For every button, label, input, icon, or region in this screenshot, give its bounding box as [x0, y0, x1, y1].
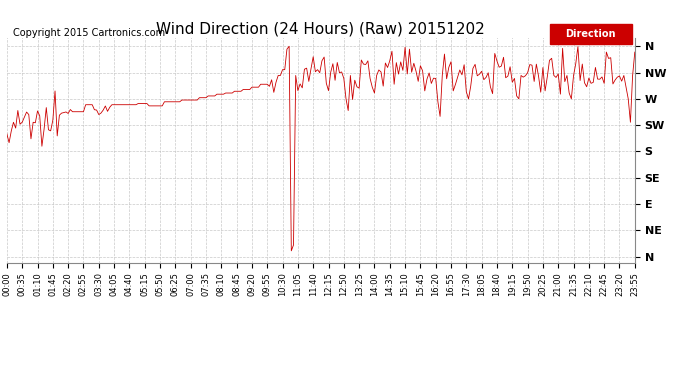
Text: Direction: Direction [566, 29, 616, 39]
Text: Copyright 2015 Cartronics.com: Copyright 2015 Cartronics.com [13, 28, 166, 39]
Bar [550, 24, 631, 44]
Title: Wind Direction (24 Hours) (Raw) 20151202: Wind Direction (24 Hours) (Raw) 20151202 [157, 21, 485, 36]
